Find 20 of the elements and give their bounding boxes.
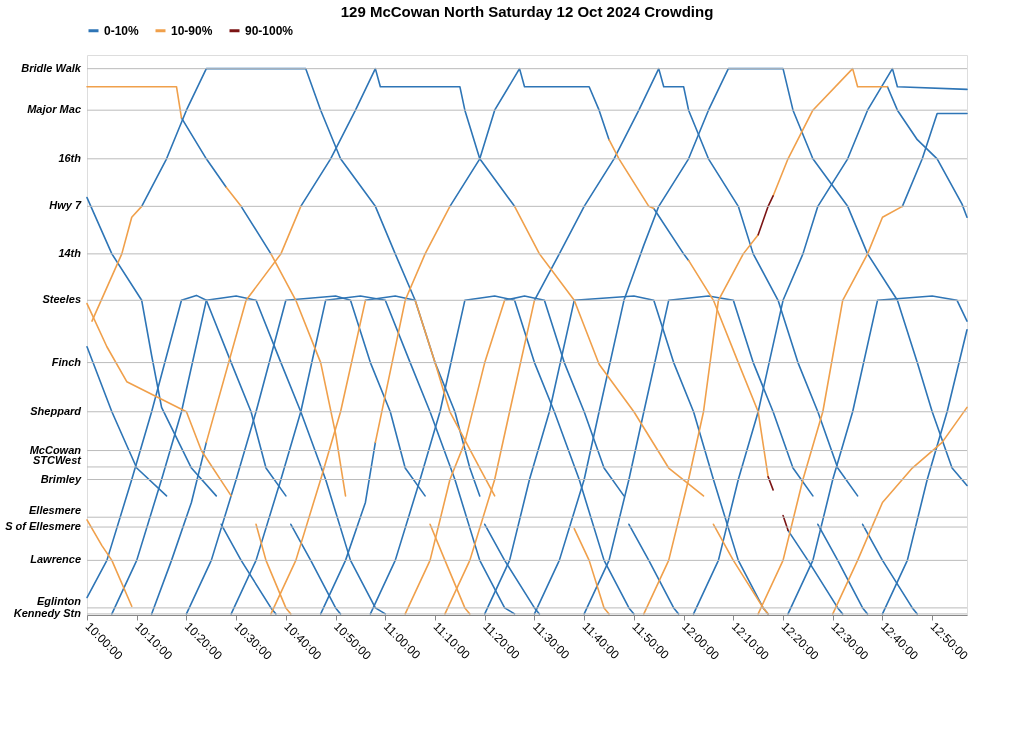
- ref-line-label: Kennedy Stn: [13, 606, 82, 619]
- ref-line-label: Lawrence: [30, 553, 81, 566]
- ref-line-label: Brimley: [40, 472, 82, 485]
- ref-line-label: Hwy 7: [49, 199, 82, 212]
- legend-label: 10-90%: [171, 23, 213, 38]
- ref-line-label: Ellesmere: [29, 504, 81, 517]
- ref-line-label: 16th: [58, 151, 82, 164]
- ref-line-label: S of Ellesmere: [5, 520, 81, 533]
- ref-line-label: 14th: [58, 246, 82, 259]
- ref-line-label: Eglinton: [37, 594, 82, 607]
- legend-label: 0-10%: [104, 23, 140, 38]
- ref-line-label: Sheppard: [30, 404, 82, 417]
- chart-title: 129 McCowan North Saturday 12 Oct 2024 Crowding: [340, 3, 714, 20]
- ref-line-label: Major Mac: [27, 103, 81, 116]
- ref-line-label: STCWest: [32, 453, 83, 466]
- ref-line-label: McCowan: [29, 443, 82, 456]
- ref-line-label: Bridle Walk: [21, 61, 82, 74]
- ref-line-label: Finch: [51, 355, 82, 368]
- ref-line-label: Steeles: [42, 293, 81, 306]
- legend-label: 90-100%: [245, 23, 294, 38]
